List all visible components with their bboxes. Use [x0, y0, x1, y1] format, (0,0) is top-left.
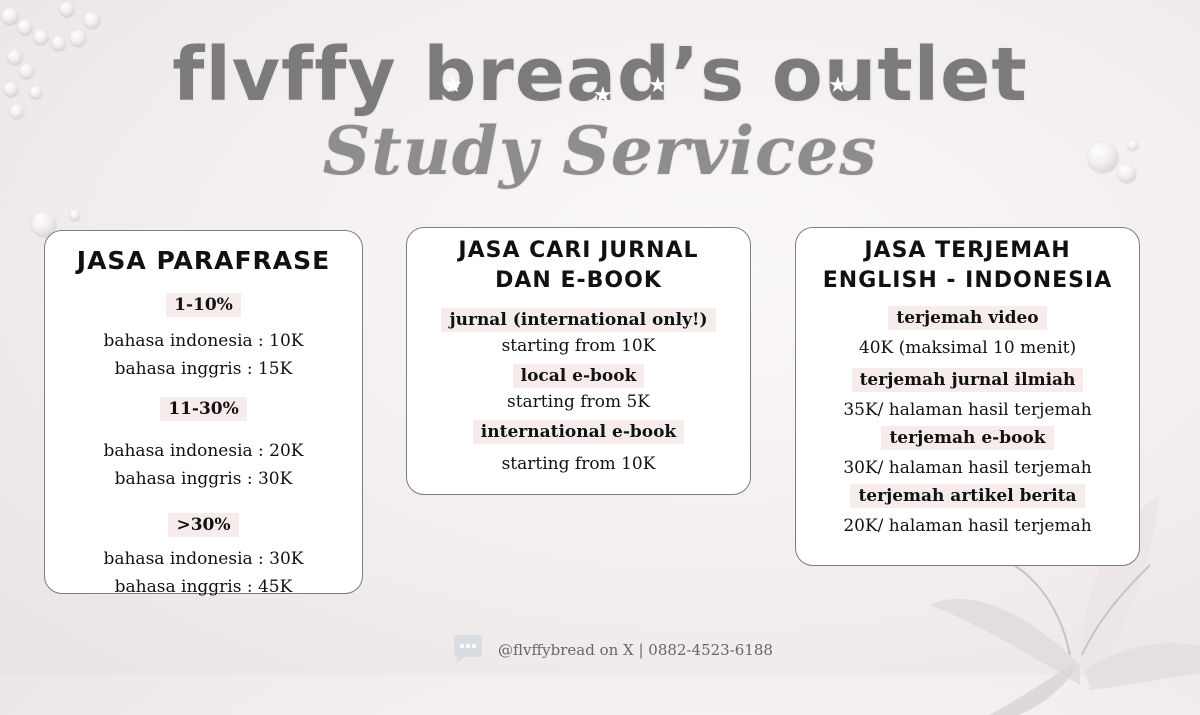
- pearl-decoration: [1118, 164, 1136, 182]
- price-line: 40K (maksimal 10 menit): [858, 338, 1077, 358]
- service-tag: terjemah video: [888, 306, 1047, 330]
- price-line: starting from 10K: [501, 454, 656, 474]
- parafrase-card: JASA PARAFRASE 1-10% bahasa indonesia : …: [44, 230, 363, 597]
- price-line: 30K/ halaman hasil terjemah: [843, 458, 1092, 478]
- star-icon: ★: [828, 73, 848, 98]
- service-tag: international e-book: [472, 420, 685, 444]
- price-line: bahasa indonesia : 20K: [103, 441, 304, 461]
- price-section: terjemah jurnal ilmiah 35K/ halaman hasi…: [796, 368, 1139, 424]
- price-line: bahasa indonesia : 30K: [103, 549, 304, 569]
- price-section: 1-10% bahasa indonesia : 10K bahasa ingg…: [45, 287, 362, 383]
- card-title-line: JASA CARI JURNAL: [458, 238, 699, 263]
- service-tag: local e-book: [512, 364, 645, 388]
- service-tag: terjemah artikel berita: [850, 484, 1085, 508]
- terjemah-card: JASA TERJEMAH ENGLISH - INDONESIA terjem…: [795, 227, 1140, 566]
- price-section: jurnal (international only!) starting fr…: [407, 308, 750, 360]
- pearl-decoration: [70, 210, 80, 220]
- jurnal-ebook-card: JASA CARI JURNAL DAN E-BOOK jurnal (inte…: [406, 227, 751, 495]
- contact-text: @flvffybread on X | 0882-4523-6188: [498, 641, 773, 659]
- card-title: JASA PARAFRASE: [76, 246, 331, 275]
- page-title: flvffy bread’s outlet: [171, 31, 1029, 120]
- price-line: 20K/ halaman hasil terjemah: [843, 516, 1092, 536]
- service-tag: jurnal (international only!): [441, 308, 716, 332]
- page-subtitle: Study Services: [322, 111, 878, 191]
- range-tag: >30%: [168, 513, 239, 537]
- star-icon: ★: [648, 73, 668, 98]
- card-title-line: DAN E-BOOK: [495, 268, 662, 293]
- card-title-line: JASA TERJEMAH: [864, 238, 1071, 263]
- price-section: terjemah video 40K (maksimal 10 menit): [796, 306, 1139, 362]
- price-line: starting from 10K: [501, 336, 656, 356]
- price-section: local e-book starting from 5K: [407, 364, 750, 416]
- price-line: bahasa inggris : 30K: [114, 469, 293, 489]
- price-line: bahasa inggris : 15K: [114, 359, 293, 379]
- range-tag: 1-10%: [166, 293, 241, 317]
- price-section: 11-30% bahasa indonesia : 20K bahasa ing…: [45, 391, 362, 493]
- price-section: terjemah e-book 30K/ halaman hasil terje…: [796, 426, 1139, 482]
- price-line: 35K/ halaman hasil terjemah: [843, 400, 1092, 420]
- price-line: bahasa indonesia : 10K: [103, 331, 304, 351]
- price-line: starting from 5K: [506, 392, 650, 412]
- chat-bubble-icon: [450, 635, 486, 665]
- contact-footer: @flvffybread on X | 0882-4523-6188: [450, 630, 773, 670]
- star-icon: ★: [593, 83, 613, 108]
- pearl-decoration: [1088, 142, 1118, 172]
- pearl-decoration: [1128, 140, 1138, 150]
- service-tag: terjemah e-book: [881, 426, 1054, 450]
- price-line: bahasa inggris : 45K: [114, 577, 293, 597]
- price-section: international e-book starting from 10K: [407, 420, 750, 478]
- service-tag: terjemah jurnal ilmiah: [851, 368, 1084, 392]
- range-tag: 11-30%: [160, 397, 247, 421]
- star-icon: ★: [443, 73, 463, 98]
- card-title-line: ENGLISH - INDONESIA: [822, 268, 1113, 293]
- price-section: terjemah artikel berita 20K/ halaman has…: [796, 484, 1139, 540]
- price-section: >30% bahasa indonesia : 30K bahasa inggr…: [45, 507, 362, 601]
